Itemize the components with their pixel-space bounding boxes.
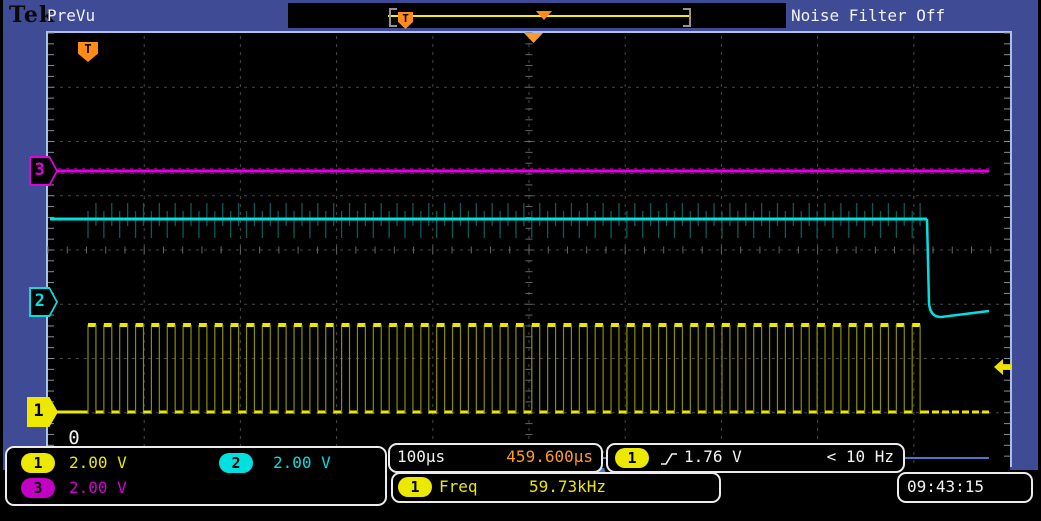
channel3-marker: 3 [29, 156, 58, 186]
ch1-badge: 1 [21, 453, 55, 473]
clock-box: 09:43:15 [897, 472, 1033, 503]
tek-logo: Tek [9, 2, 56, 28]
frame-left-line [46, 31, 48, 467]
rising-edge-icon [661, 453, 677, 465]
left-panel [3, 31, 48, 470]
ch3-scale: 2.00 V [69, 478, 127, 497]
trigger-box: 1 1.76 V < 10 Hz [606, 443, 905, 473]
acquisition-mode-label: PreVu [47, 6, 96, 25]
frame-top-line [46, 31, 1012, 33]
channel2-marker-label: 2 [34, 291, 45, 311]
right-panel [1010, 31, 1038, 470]
horizontal-box: 100µs 459.600µs [388, 443, 603, 473]
measurement-value: 59.73kHz [529, 477, 607, 496]
trigger-position-icon: T [398, 12, 413, 29]
measurement-box: 1 Freq 59.73kHz [391, 472, 721, 503]
trigger-frequency: < 10 Hz [826, 447, 894, 466]
ch2-scale: 2.00 V [273, 453, 331, 472]
expansion-point-icon [524, 33, 543, 43]
trigger-point-icon: T [78, 42, 98, 62]
measurement-source-badge: 1 [398, 477, 432, 497]
horizontal-delay: 459.600µs [506, 447, 593, 466]
record-line [388, 15, 690, 17]
ch1-scale: 2.00 V [69, 453, 127, 472]
record-view-bar: T [288, 3, 786, 29]
clock-time: 09:43:15 [907, 477, 985, 496]
channel3-marker-label: 3 [34, 160, 45, 180]
window-position-icon [536, 11, 552, 20]
measurement-name: Freq [439, 477, 478, 496]
ch3-badge: 3 [21, 478, 55, 498]
record-window-left-bracket [389, 8, 397, 27]
top-status-bar: Tek PreVu T Noise Filter Off [3, 0, 1038, 31]
horizontal-scale: 100µs [397, 447, 446, 466]
record-window-right-bracket [683, 8, 691, 27]
channel1-marker-label: 1 [33, 401, 44, 421]
ch2-badge: 2 [219, 453, 253, 473]
noise-filter-status: Noise Filter Off [791, 6, 946, 25]
vertical-scale-box: 1 2.00 V 2 2.00 V 3 2.00 V [5, 446, 387, 506]
trigger-level: 1.76 V [684, 447, 742, 466]
trigger-source-badge: 1 [615, 448, 649, 468]
frame-right-line [1010, 31, 1012, 467]
